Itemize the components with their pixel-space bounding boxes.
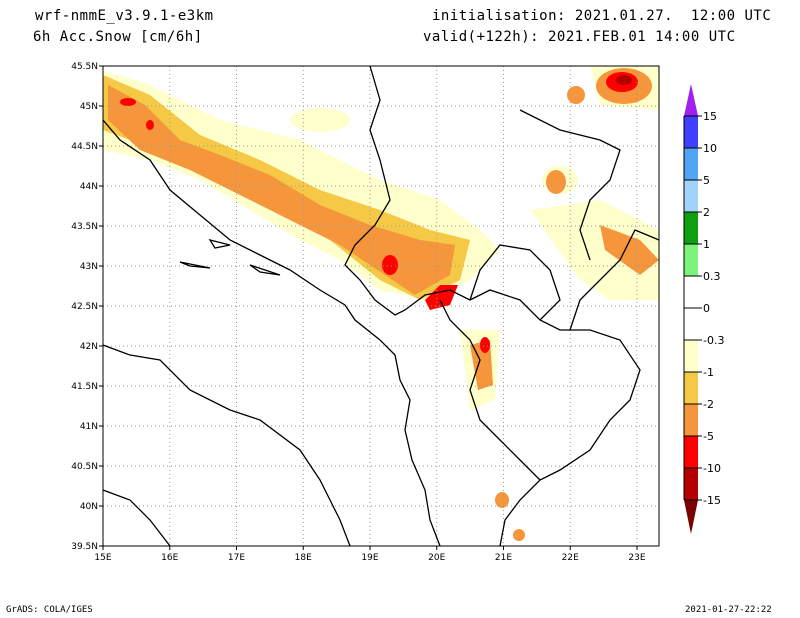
legend-label: 10 — [703, 142, 717, 155]
legend-label: -5 — [703, 430, 714, 443]
lat-label: 44.5N — [71, 142, 98, 152]
legend-label: 2 — [703, 206, 710, 219]
lon-label: 21E — [495, 553, 512, 563]
valid-time: valid(+122h): 2021.FEB.01 14:00 UTC — [423, 29, 736, 45]
lon-label: 16E — [161, 553, 178, 563]
legend-bottom-arrow — [684, 500, 698, 534]
lat-label: 39.5N — [71, 542, 98, 552]
legend-label: 0 — [703, 302, 710, 315]
model-title: wrf-nmmE_v3.9.1-e3km — [35, 8, 214, 24]
lat-label: 45.5N — [71, 62, 98, 72]
footer-timestamp: 2021-01-27-22:22 — [685, 605, 772, 615]
lat-label: 42.5N — [71, 302, 98, 312]
legend-swatch — [684, 340, 698, 372]
variable-title: 6h Acc.Snow [cm/6h] — [33, 29, 203, 45]
lat-label: 43.5N — [71, 222, 98, 232]
legend-label: 15 — [703, 110, 717, 123]
lat-label: 40N — [80, 502, 98, 512]
legend-label: -10 — [703, 462, 721, 475]
legend-swatch — [684, 116, 698, 148]
legend-swatch — [684, 372, 698, 404]
legend-swatch — [684, 436, 698, 468]
lat-label: 44N — [80, 182, 98, 192]
lat-label: 43N — [80, 262, 98, 272]
lon-label: 23E — [628, 553, 645, 563]
lon-label: 18E — [295, 553, 312, 563]
legend-swatch — [684, 180, 698, 212]
legend-label: -2 — [703, 398, 714, 411]
snow-field — [103, 66, 659, 541]
legend-swatch — [684, 244, 698, 276]
grid-lines — [103, 66, 659, 546]
lat-label: 40.5N — [71, 462, 98, 472]
legend-swatch — [684, 276, 698, 308]
legend-label: -15 — [703, 494, 721, 507]
lon-label: 22E — [562, 553, 579, 563]
lat-label: 42N — [80, 342, 98, 352]
coastlines-borders — [103, 66, 659, 546]
color-legend: 15 10 5 2 1 0.3 0 -0.3 -1 -2 -5 -10 -15 — [683, 84, 724, 534]
legend-label: -1 — [703, 366, 714, 379]
lon-label: 20E — [428, 553, 445, 563]
legend-swatch — [684, 468, 698, 500]
lon-label: 15E — [94, 553, 111, 563]
footer-credit: GrADS: COLA/IGES — [6, 605, 93, 615]
lat-label: 41N — [80, 422, 98, 432]
legend-swatch — [684, 212, 698, 244]
legend-swatch — [684, 148, 698, 180]
legend-label: -0.3 — [703, 334, 724, 347]
legend-label: 5 — [703, 174, 710, 187]
lon-label: 19E — [361, 553, 378, 563]
legend-top-arrow — [684, 84, 698, 116]
legend-label: 1 — [703, 238, 710, 251]
lat-label: 41.5N — [71, 382, 98, 392]
legend-swatch — [684, 308, 698, 340]
lon-label: 17E — [228, 553, 245, 563]
legend-swatch — [684, 404, 698, 436]
lat-label: 45N — [80, 102, 98, 112]
initialisation-time: initialisation: 2021.01.27. 12:00 UTC — [432, 8, 772, 24]
legend-label: 0.3 — [703, 270, 721, 283]
